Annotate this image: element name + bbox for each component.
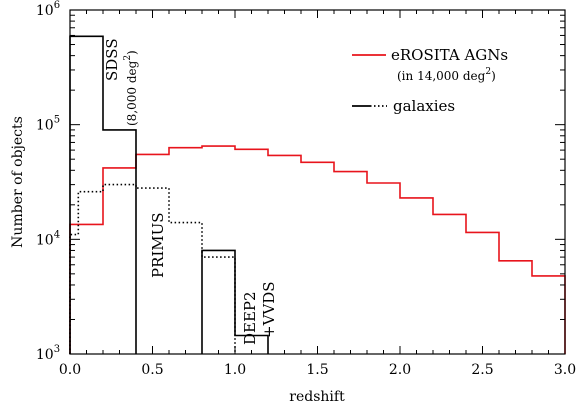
x-tick-label: 0.0 <box>59 362 81 378</box>
y-tick-label: 103 <box>36 344 60 363</box>
annotation-sdss-area-prefix: (8,000 deg <box>125 60 139 126</box>
x-tick-label: 3.0 <box>554 362 576 378</box>
annotation-sdss-area-sup: 2 <box>123 55 133 61</box>
annotation-vvds: +VVDS <box>260 281 278 338</box>
y-tick-label-base: 10 <box>36 347 54 363</box>
x-tick-label: 0.5 <box>141 362 163 378</box>
x-axis-label: redshift <box>289 389 345 405</box>
y-tick-label-exponent: 6 <box>54 0 60 11</box>
annotation-sdss-area: (8,000 deg2) <box>123 50 139 126</box>
legend-label-erosita: eROSITA AGNs <box>391 46 508 64</box>
annotation-primus: PRIMUS <box>149 212 167 278</box>
y-tick-label-base: 10 <box>36 232 54 248</box>
y-tick-label: 104 <box>36 229 60 248</box>
y-tick-label-base: 10 <box>36 118 54 134</box>
y-tick-label-exponent: 3 <box>54 344 60 355</box>
y-tick-label: 105 <box>36 115 60 134</box>
x-axis-ticks: 0.0 0.5 1.0 1.5 2.0 2.5 3.0 <box>59 10 576 378</box>
y-tick-label-base: 10 <box>36 3 54 19</box>
y-tick-label-exponent: 5 <box>54 115 60 126</box>
y-tick-label: 106 <box>36 0 60 19</box>
legend: eROSITA AGNs (in 14,000 deg2) galaxies <box>352 46 508 115</box>
annotation-sdss-area-suffix: ) <box>125 50 139 55</box>
x-tick-label: 2.5 <box>471 362 493 378</box>
plot-frame <box>69 9 566 355</box>
legend-sublabel-suffix: ) <box>491 69 496 83</box>
x-tick-label: 1.0 <box>224 362 246 378</box>
series-deep2-vvds <box>201 249 269 354</box>
legend-sublabel-sup: 2 <box>485 67 491 77</box>
legend-sublabel-erosita: (in 14,000 deg2) <box>397 67 496 83</box>
y-tick-label-exponent: 4 <box>54 229 60 240</box>
legend-label-galaxies: galaxies <box>393 97 455 115</box>
plot-series <box>69 35 566 354</box>
series-erosita-agns <box>69 145 566 354</box>
x-tick-label: 1.5 <box>306 362 328 378</box>
x-tick-label: 2.0 <box>389 362 411 378</box>
annotation-deep2: DEEP2 <box>241 291 259 345</box>
legend-sublabel-prefix: (in 14,000 deg <box>397 69 486 83</box>
y-axis-label: Number of objects <box>10 116 26 248</box>
annotation-sdss: SDSS <box>103 38 121 81</box>
